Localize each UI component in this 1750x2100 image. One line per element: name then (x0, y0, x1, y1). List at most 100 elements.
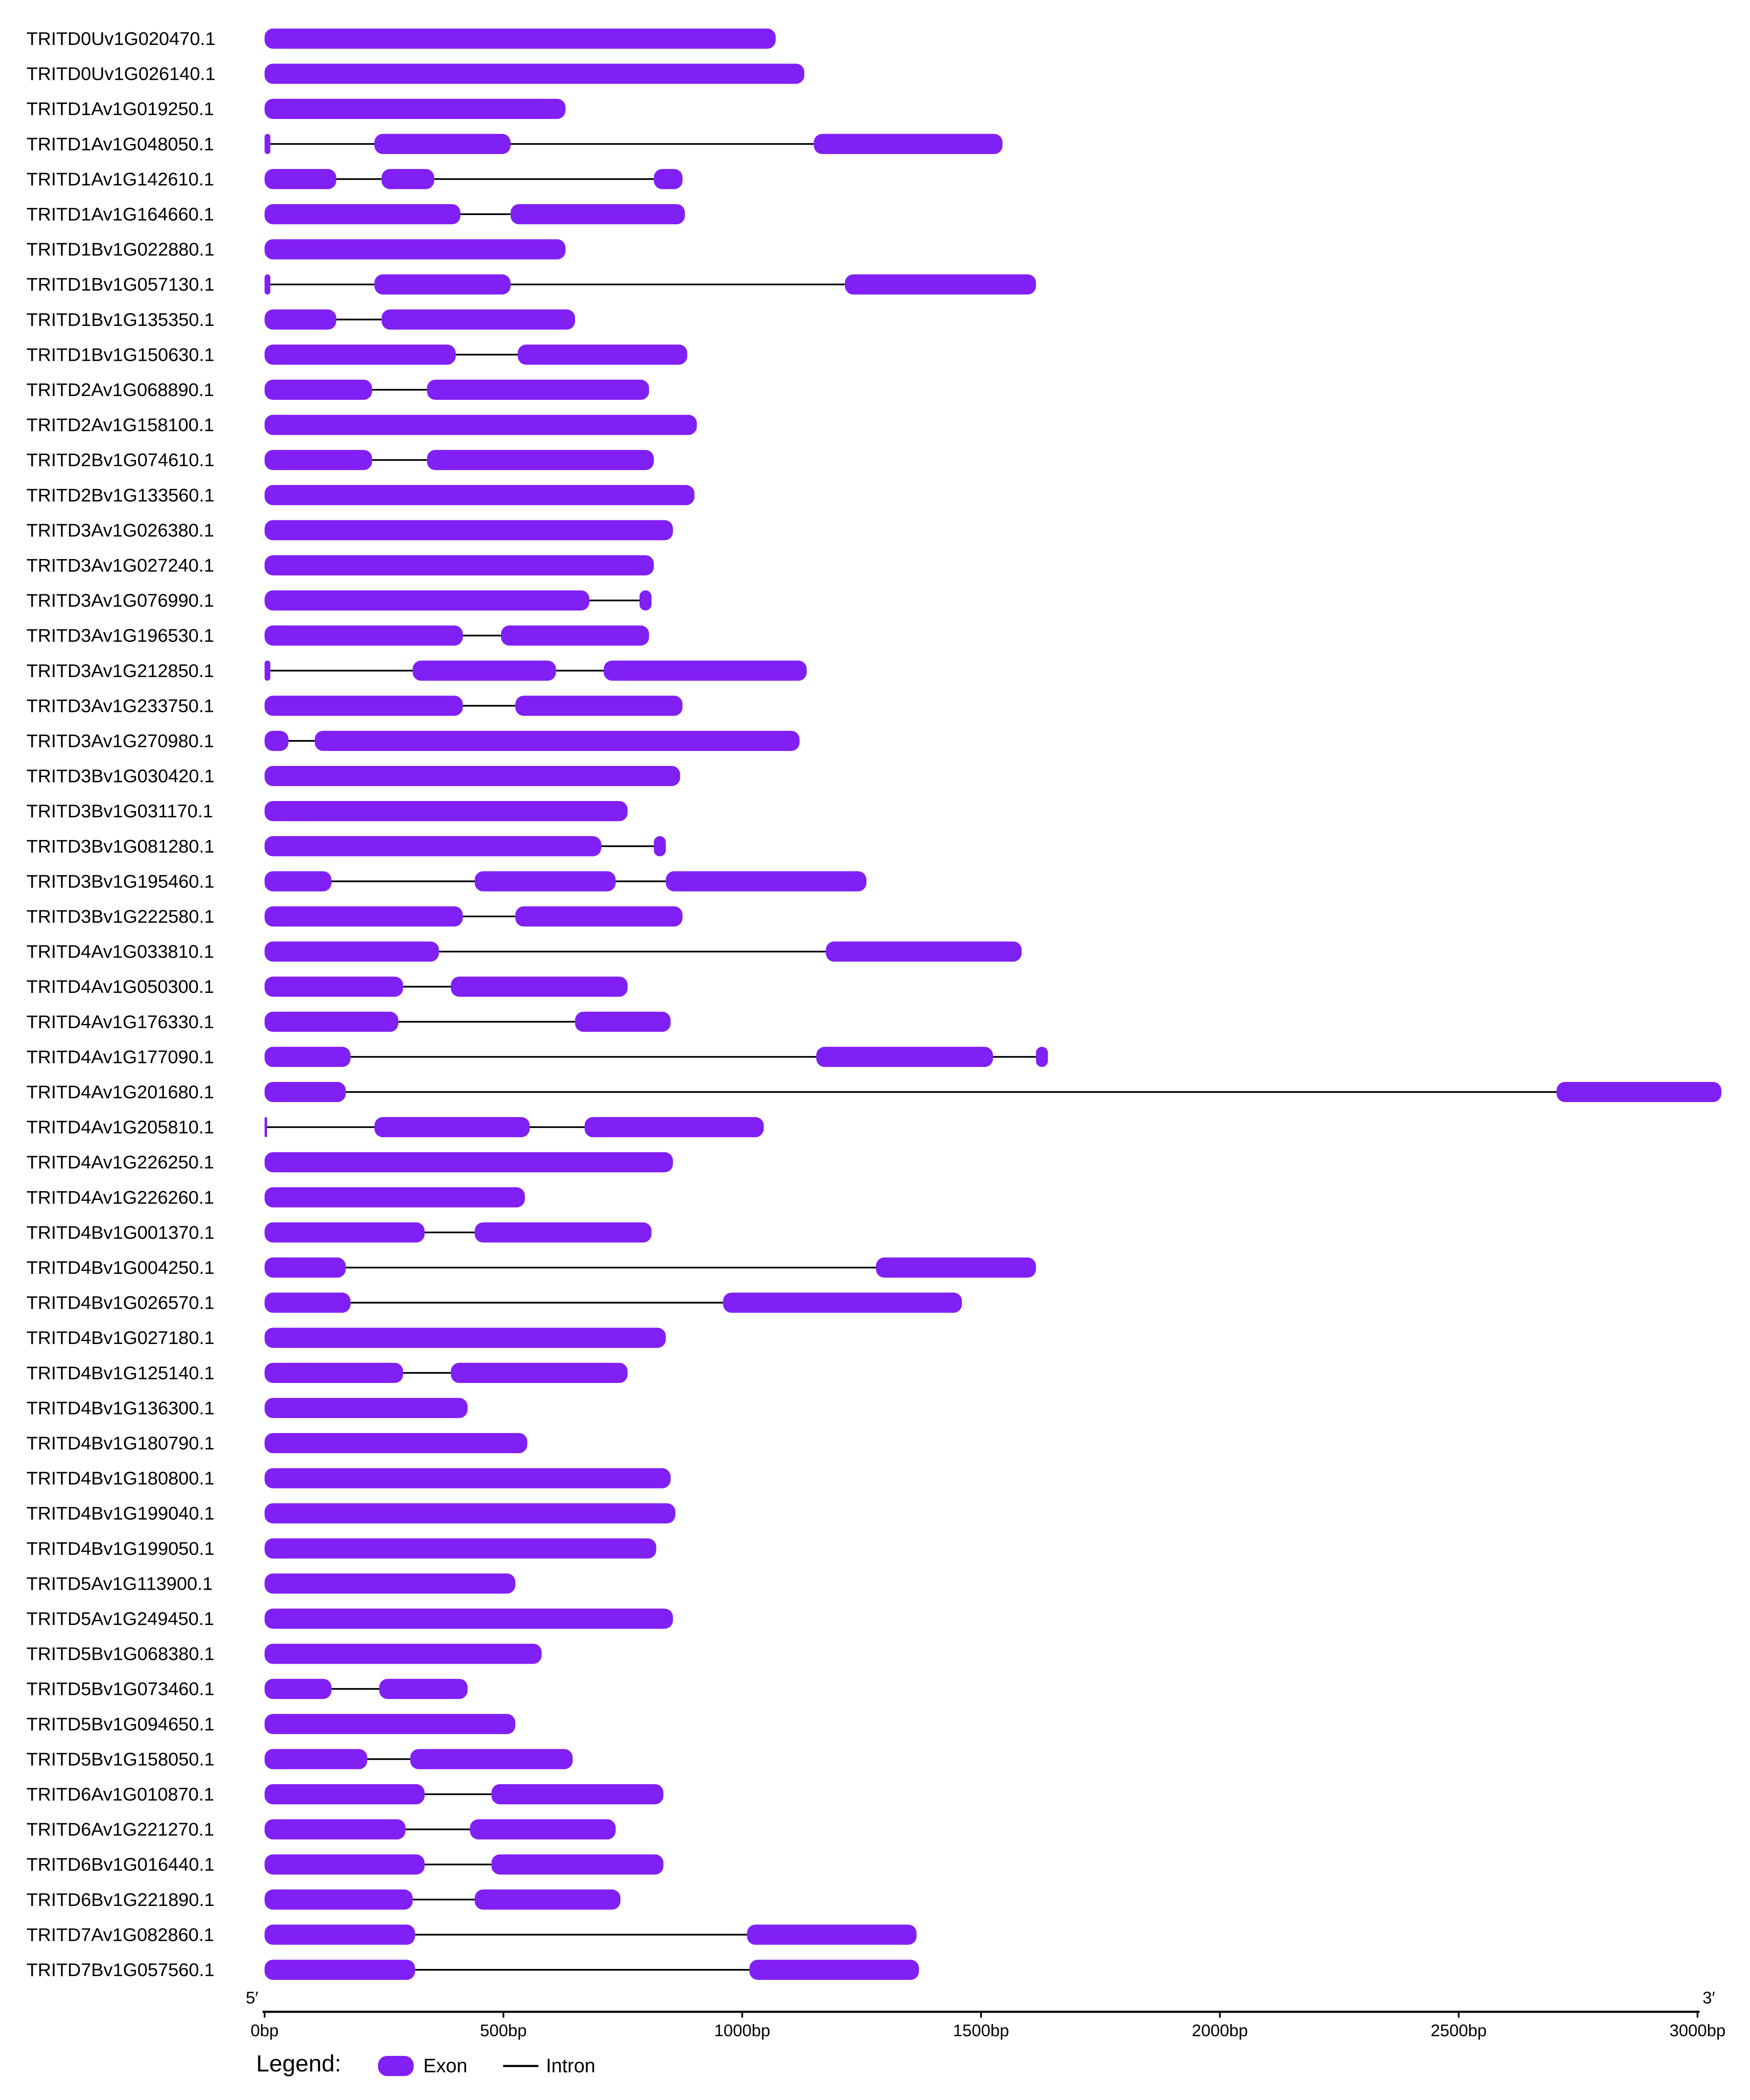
exon-block (265, 134, 270, 154)
gene-row: TRITD3Av1G233750.1 (26, 696, 683, 716)
exon-block (265, 660, 270, 681)
exon-block (265, 1784, 425, 1804)
axis-tick-label: 1500bp (953, 2021, 1009, 2040)
gene-label: TRITD3Bv1G222580.1 (26, 906, 215, 927)
gene-row: TRITD4Bv1G125140.1 (26, 1362, 628, 1383)
gene-row: TRITD3Av1G076990.1 (26, 590, 652, 611)
gene-label: TRITD4Av1G226260.1 (26, 1187, 214, 1208)
exon-block (265, 1047, 351, 1067)
axis-end-label: 3′ (1703, 1989, 1715, 2007)
exon-block (265, 1362, 403, 1383)
gene-label: TRITD1Bv1G150630.1 (26, 344, 215, 365)
gene-row: TRITD5Bv1G073460.1 (26, 1679, 468, 1699)
exon-block (826, 941, 1022, 962)
exon-block (653, 836, 666, 856)
exon-block (265, 169, 336, 189)
gene-label: TRITD3Av1G027240.1 (26, 555, 214, 576)
exon-block (749, 1960, 919, 1980)
gene-label: TRITD1Av1G048050.1 (26, 134, 214, 155)
gene-row: TRITD4Av1G176330.1 (26, 1011, 671, 1032)
gene-label: TRITD5Av1G249450.1 (26, 1609, 214, 1629)
exon-block (265, 1152, 673, 1173)
exon-block (265, 1011, 399, 1032)
gene-row: TRITD4Av1G226260.1 (26, 1187, 525, 1208)
gene-row: TRITD6Av1G010870.1 (26, 1784, 664, 1805)
gene-row: TRITD5Av1G113900.1 (26, 1573, 516, 1594)
gene-label: TRITD3Av1G076990.1 (26, 591, 214, 611)
gene-row: TRITD3Bv1G030420.1 (26, 766, 680, 787)
gene-row: TRITD7Av1G082860.1 (26, 1924, 917, 1945)
exon-block (475, 871, 616, 892)
exon-block (265, 555, 654, 575)
axis-start-label: 5′ (246, 1989, 258, 2007)
exon-block (265, 1679, 332, 1699)
exon-block (265, 906, 463, 927)
gene-label: TRITD5Bv1G158050.1 (26, 1749, 215, 1769)
exon-block (265, 63, 805, 84)
exon-block (265, 1222, 425, 1243)
exon-block (603, 660, 807, 681)
gene-label: TRITD1Bv1G135350.1 (26, 310, 215, 330)
exon-block (845, 274, 1036, 295)
gene-row: TRITD4Bv1G199040.1 (26, 1503, 676, 1524)
gene-row: TRITD1Bv1G022880.1 (26, 239, 566, 260)
exon-block (265, 344, 456, 365)
gene-row: TRITD4Bv1G180800.1 (26, 1468, 671, 1489)
exon-block (265, 1468, 671, 1488)
exon-block (265, 415, 697, 435)
gene-label: TRITD2Bv1G133560.1 (26, 485, 215, 506)
gene-label: TRITD3Av1G196530.1 (26, 625, 214, 646)
gene-row: TRITD6Bv1G016440.1 (26, 1854, 664, 1875)
exon-block (265, 450, 372, 470)
gene-row: TRITD1Av1G142610.1 (26, 169, 683, 189)
gene-label: TRITD3Av1G270980.1 (26, 731, 214, 751)
legend-exon-swatch (378, 2056, 414, 2076)
exon-block (816, 1047, 993, 1067)
gene-row: TRITD4Bv1G004250.1 (26, 1257, 1036, 1278)
gene-label: TRITD3Bv1G195460.1 (26, 871, 215, 892)
gene-row: TRITD5Bv1G158050.1 (26, 1749, 573, 1769)
axis-tick-label: 500bp (480, 2021, 527, 2040)
gene-row: TRITD4Av1G226250.1 (26, 1152, 673, 1173)
gene-label: TRITD6Bv1G016440.1 (26, 1854, 215, 1875)
gene-label: TRITD4Av1G033810.1 (26, 942, 214, 962)
gene-row: TRITD2Av1G068890.1 (26, 380, 649, 400)
exon-block (265, 1503, 676, 1524)
gene-row: TRITD4Av1G050300.1 (26, 976, 628, 997)
gene-row: TRITD3Bv1G031170.1 (26, 801, 628, 822)
exon-block (876, 1257, 1036, 1278)
gene-label: TRITD1Bv1G057130.1 (26, 274, 215, 295)
exon-block (475, 1889, 621, 1910)
legend-exon-label: Exon (423, 2055, 467, 2076)
exon-block (412, 660, 556, 681)
exon-block (427, 450, 654, 470)
exon-block (265, 1082, 346, 1102)
gene-row: TRITD3Av1G027240.1 (26, 555, 654, 576)
gene-label: TRITD4Bv1G180800.1 (26, 1468, 215, 1489)
gene-row: TRITD6Bv1G221890.1 (26, 1889, 621, 1910)
gene-label: TRITD6Bv1G221890.1 (26, 1890, 215, 1910)
axis-tick-label: 1000bp (714, 2021, 770, 2040)
exon-block (265, 941, 439, 962)
gene-row: TRITD4Bv1G026570.1 (26, 1292, 962, 1313)
exon-block (265, 1819, 406, 1840)
gene-row: TRITD4Bv1G136300.1 (26, 1398, 468, 1418)
exon-block (315, 731, 800, 751)
exon-block (813, 134, 1003, 154)
gene-label: TRITD2Av1G158100.1 (26, 415, 214, 436)
exon-block (510, 204, 685, 224)
exon-block (265, 1749, 367, 1769)
gene-label: TRITD7Bv1G057560.1 (26, 1960, 215, 1980)
exon-block (653, 169, 683, 189)
gene-label: TRITD7Av1G082860.1 (26, 1924, 214, 1945)
gene-row: TRITD3Bv1G222580.1 (26, 906, 683, 927)
gene-rows: TRITD0Uv1G020470.1 TRITD0Uv1G026140.1 TRIT… (26, 29, 1721, 1980)
exon-block (265, 1257, 346, 1278)
exon-block (381, 309, 575, 330)
gene-row: TRITD3Bv1G081280.1 (26, 836, 666, 857)
gene-label: TRITD1Av1G142610.1 (26, 169, 214, 189)
exon-block (515, 696, 683, 716)
axis-tick-label: 0bp (251, 2021, 279, 2040)
gene-row: TRITD2Bv1G133560.1 (26, 485, 695, 506)
